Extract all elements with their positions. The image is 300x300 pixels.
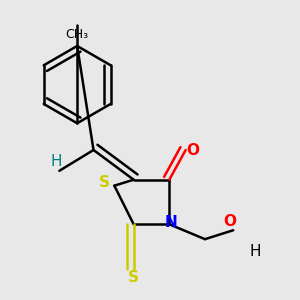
Text: O: O xyxy=(187,142,200,158)
Text: CH₃: CH₃ xyxy=(66,28,89,41)
Text: N: N xyxy=(164,215,177,230)
Text: S: S xyxy=(128,270,139,285)
Text: S: S xyxy=(98,175,110,190)
Text: H: H xyxy=(250,244,261,259)
Text: H: H xyxy=(51,154,62,169)
Text: O: O xyxy=(224,214,237,229)
